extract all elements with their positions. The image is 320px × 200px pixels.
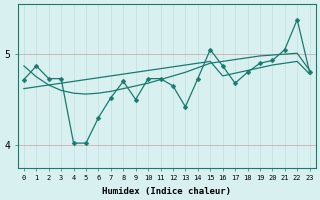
X-axis label: Humidex (Indice chaleur): Humidex (Indice chaleur) bbox=[102, 187, 231, 196]
